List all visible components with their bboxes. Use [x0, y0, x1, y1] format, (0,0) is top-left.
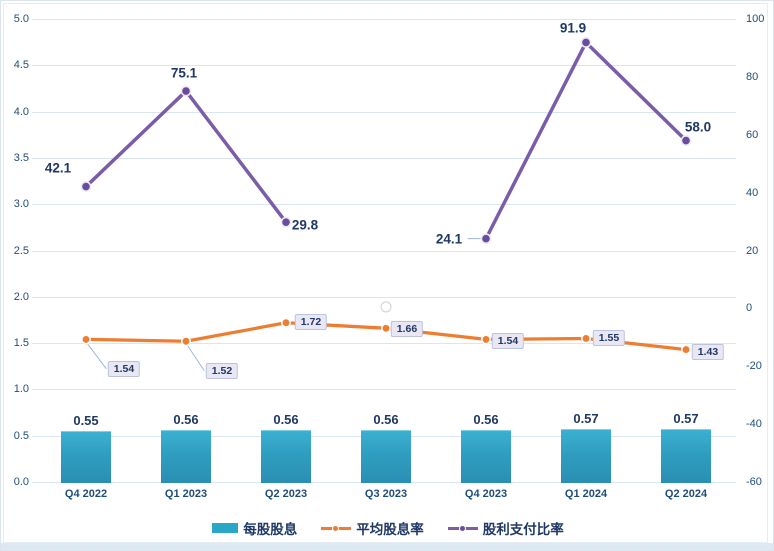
gridline	[32, 65, 736, 67]
x-axis-category-label: Q1 2024	[564, 488, 608, 500]
y-axis-tick-label-left: 2.5	[13, 244, 29, 257]
orange-data-label: 1.43	[691, 343, 725, 360]
x-axis-category-label: Q1 2023	[164, 488, 208, 500]
legend-item-dividend-payout-ratio[interactable]: 股利支付比率	[447, 518, 564, 538]
orange-line-marker[interactable]	[181, 336, 191, 347]
gridline	[32, 296, 736, 298]
y-axis-tick-label-left: 1.5	[13, 337, 29, 350]
legend-item-average-dividend-yield[interactable]: 平均股息率	[321, 518, 424, 538]
y-axis-tick-label-left: 5.0	[13, 13, 29, 25]
y-axis-tick-label-left: 3.5	[13, 151, 29, 164]
orange-data-label: 1.72	[294, 313, 328, 330]
bar-dividend-per-share[interactable]	[261, 430, 311, 483]
x-axis-category-label: Q4 2022	[64, 488, 108, 500]
bar-value-label: 0.56	[473, 412, 499, 428]
legend-label: 平均股息率	[356, 522, 424, 537]
bar-value-label: 0.56	[273, 412, 299, 428]
bar-dividend-per-share[interactable]	[61, 431, 111, 483]
y-axis-tick-label-right: 60	[746, 128, 759, 141]
y-axis-tick-label-left: 0.0	[13, 476, 29, 488]
orange-line-marker[interactable]	[481, 334, 491, 345]
gap-white-marker[interactable]	[380, 301, 392, 313]
y-axis-tick-label-right: 0	[746, 302, 753, 315]
purple-data-label: 58.0	[684, 119, 712, 135]
leader-line	[187, 345, 205, 371]
legend: 每股股息 平均股息率 股利支付比率	[1, 515, 773, 541]
bar-value-label: 0.57	[573, 411, 599, 427]
legend-label: 每股股息	[243, 522, 298, 537]
legend-item-dividend-per-share[interactable]: 每股股息	[212, 518, 297, 538]
purple-line-marker[interactable]	[280, 216, 292, 228]
orange-line-marker[interactable]	[581, 333, 591, 344]
orange-line-marker[interactable]	[681, 344, 691, 355]
y-axis-tick-label-left: 4.5	[13, 59, 29, 72]
y-axis-tick-label-right: -20	[746, 360, 762, 373]
bar-dividend-per-share[interactable]	[461, 430, 511, 483]
y-axis-tick-label-right: -40	[746, 418, 762, 431]
y-axis-tick-label-right: 100	[746, 13, 765, 25]
purple-data-label: 24.1	[435, 231, 463, 247]
orange-data-label: 1.52	[205, 363, 239, 380]
x-axis-category-label: Q2 2024	[664, 488, 708, 500]
y-axis-tick-label-right: 40	[746, 186, 759, 199]
purple-line-marker[interactable]	[80, 181, 92, 192]
chart-frame	[3, 3, 768, 543]
orange-line-marker[interactable]	[81, 334, 91, 345]
gridline	[32, 343, 736, 345]
y-axis-tick-label-left: 2.0	[13, 290, 29, 303]
bar-dividend-per-share[interactable]	[161, 430, 211, 483]
purple-line-marker[interactable]	[680, 135, 692, 146]
purple-data-label: 29.8	[291, 217, 319, 233]
x-axis-category-label: Q4 2023	[464, 488, 508, 500]
bar-value-label: 0.55	[73, 413, 99, 429]
purple-data-label: 42.1	[44, 160, 72, 176]
orange-data-label: 1.66	[390, 321, 424, 338]
orange-data-label: 1.54	[491, 333, 525, 350]
purple-line-marker[interactable]	[480, 233, 492, 245]
y-axis-tick-label-right: -60	[746, 476, 762, 488]
gridline	[32, 389, 736, 391]
bar-dividend-per-share[interactable]	[361, 430, 411, 483]
bar-value-label: 0.56	[373, 412, 399, 428]
x-axis-category-label: Q2 2023	[264, 488, 308, 500]
legend-label: 股利支付比率	[482, 522, 564, 537]
gridline	[32, 157, 736, 159]
bar-swatch-icon	[212, 523, 239, 533]
purple-data-label: 91.9	[559, 20, 587, 36]
orange-line-swatch-icon	[321, 524, 352, 533]
orange-line-marker[interactable]	[381, 323, 391, 334]
bar-value-label: 0.57	[673, 411, 699, 427]
bar-dividend-per-share[interactable]	[561, 429, 611, 483]
orange-data-label: 1.54	[107, 361, 141, 378]
leader-line	[87, 343, 107, 369]
bar-dividend-per-share[interactable]	[661, 429, 711, 483]
orange-line-marker[interactable]	[281, 317, 291, 328]
y-axis-tick-label-left: 0.5	[13, 429, 29, 442]
y-axis-tick-label-right: 20	[746, 244, 759, 257]
y-axis-tick-label-left: 4.0	[13, 105, 29, 118]
orange-data-label: 1.55	[592, 330, 626, 347]
bottom-edge-strip	[1, 543, 773, 550]
x-axis-category-label: Q3 2023	[364, 488, 408, 500]
y-axis-tick-label-left: 1.0	[13, 383, 29, 396]
y-axis-tick-label-right: 80	[746, 70, 759, 83]
gridline	[32, 250, 736, 252]
purple-line-marker[interactable]	[580, 37, 592, 48]
gridline	[32, 111, 736, 113]
gridline	[32, 19, 736, 20]
purple-line-swatch-icon	[447, 524, 478, 533]
purple-line-marker[interactable]	[180, 85, 192, 97]
gridline	[32, 204, 736, 206]
bar-value-label: 0.56	[173, 412, 199, 428]
y-axis-tick-label-left: 3.0	[13, 198, 29, 211]
purple-data-label: 75.1	[170, 65, 198, 81]
